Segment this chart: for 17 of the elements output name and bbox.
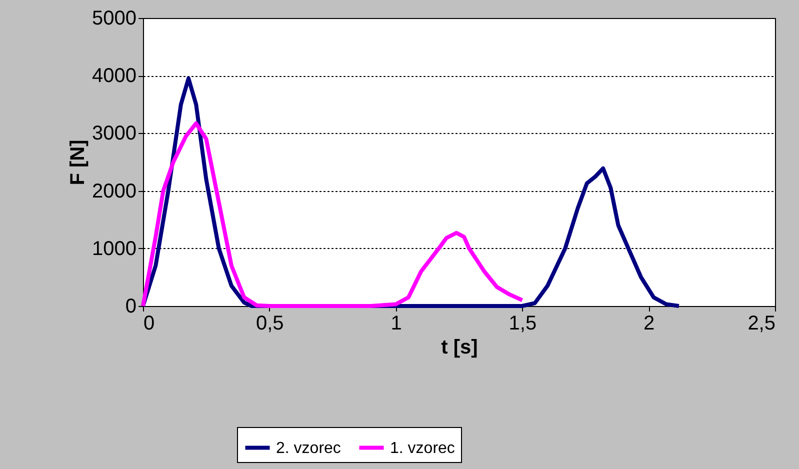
x-tick-label: 0 <box>144 312 155 334</box>
y-tick-label: 4000 <box>92 65 136 88</box>
x-tick-label: 2,5 <box>748 312 776 334</box>
x-tick-label: 1,5 <box>508 312 537 334</box>
legend-label: 1. vzorec <box>390 440 455 457</box>
x-tick-label: 2 <box>644 312 655 334</box>
y-tick-label: 2000 <box>92 180 136 202</box>
x-tick-label: 1 <box>390 312 402 334</box>
x-axis-title: t [s] <box>441 336 478 358</box>
y-tick-label: 1000 <box>92 238 136 260</box>
y-tick-label: 3000 <box>92 122 136 145</box>
y-tick-label: 0 <box>125 296 136 318</box>
y-axis-title: F [N] <box>67 140 90 186</box>
y-tick-label: 5000 <box>92 8 136 30</box>
line-series <box>141 121 524 308</box>
x-tick-label: 0,5 <box>256 312 284 334</box>
legend-label: 2. vzorec <box>276 440 341 457</box>
